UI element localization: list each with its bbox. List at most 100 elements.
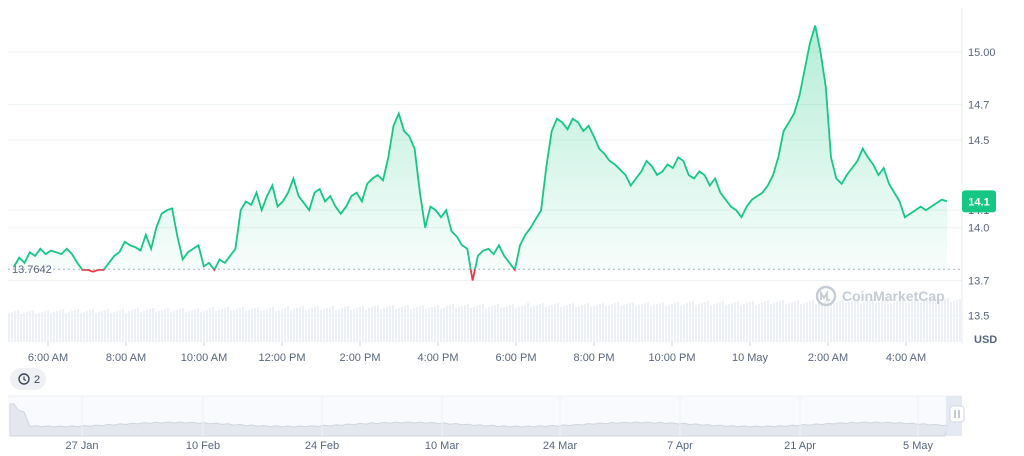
volume-bar bbox=[257, 307, 259, 342]
volume-bar bbox=[311, 308, 313, 342]
volume-bar bbox=[98, 312, 100, 342]
volume-bar bbox=[494, 305, 496, 342]
navigator-handle[interactable] bbox=[949, 405, 965, 423]
volume-bar bbox=[599, 304, 601, 342]
volume-bar bbox=[776, 302, 778, 342]
volume-bar bbox=[671, 304, 673, 342]
volume-bar bbox=[200, 312, 202, 342]
volume-bar bbox=[188, 311, 190, 342]
volume-bar bbox=[503, 307, 505, 342]
volume-bar bbox=[731, 303, 733, 342]
volume-bar bbox=[710, 305, 712, 342]
range-navigator[interactable]: 27 Jan 10 Feb 24 Feb 10 Mar 24 Mar 7 Apr 21 Ap… bbox=[8, 395, 965, 452]
volume-bar bbox=[623, 305, 625, 342]
volume-bars bbox=[8, 298, 961, 342]
volume-bar bbox=[926, 300, 928, 342]
volume-bar bbox=[353, 309, 355, 342]
volume-bar bbox=[734, 302, 736, 342]
volume-bar bbox=[254, 308, 256, 342]
watermark: CoinMarketCap bbox=[815, 285, 945, 307]
volume-bar bbox=[287, 306, 289, 342]
volume-bar bbox=[107, 309, 109, 342]
volume-bar bbox=[275, 311, 277, 342]
volume-bar bbox=[134, 309, 136, 342]
volume-bar bbox=[326, 308, 328, 342]
navigator-tick-label: 27 Jan bbox=[65, 440, 98, 452]
volume-bar bbox=[320, 310, 322, 342]
volume-bar bbox=[488, 307, 490, 342]
price-area bbox=[14, 25, 947, 281]
volume-bar bbox=[833, 303, 835, 342]
volume-bar bbox=[122, 309, 124, 342]
volume-bar bbox=[578, 306, 580, 342]
volume-bar bbox=[482, 304, 484, 342]
volume-bar bbox=[953, 301, 955, 342]
volume-bar bbox=[32, 310, 34, 342]
price-line bbox=[13, 25, 948, 270]
volume-bar bbox=[95, 313, 97, 342]
volume-bar bbox=[614, 303, 616, 342]
volume-bar bbox=[887, 299, 889, 342]
volume-bar bbox=[515, 308, 517, 342]
volume-bar bbox=[428, 308, 430, 342]
volume-bar bbox=[944, 299, 946, 342]
volume-bar bbox=[116, 311, 118, 342]
volume-bar bbox=[824, 301, 826, 342]
volume-bar bbox=[842, 300, 844, 342]
volume-bar bbox=[569, 304, 571, 342]
volume-bar bbox=[125, 313, 127, 342]
volume-bar bbox=[455, 308, 457, 342]
volume-bar bbox=[905, 303, 907, 342]
volume-bar bbox=[11, 312, 13, 342]
volume-bar bbox=[794, 301, 796, 342]
volume-bar bbox=[149, 309, 151, 342]
navigator-tick-label: 5 May bbox=[903, 440, 933, 452]
volume-bar bbox=[878, 302, 880, 342]
volume-bar bbox=[68, 312, 70, 342]
y-tick-label: 13.5 bbox=[968, 311, 989, 323]
volume-bar bbox=[317, 306, 319, 342]
history-count: 2 bbox=[34, 374, 40, 386]
volume-bar bbox=[536, 305, 538, 342]
volume-bar bbox=[608, 305, 610, 342]
volume-bar bbox=[548, 306, 550, 342]
volume-bar bbox=[629, 303, 631, 342]
volume-bar bbox=[227, 307, 229, 342]
volume-bar bbox=[836, 302, 838, 342]
volume-bar bbox=[293, 309, 295, 342]
volume-bar bbox=[164, 309, 166, 342]
volume-bar bbox=[722, 301, 724, 342]
volume-bar bbox=[356, 308, 358, 342]
navigator-tick-label: 24 Mar bbox=[543, 440, 578, 452]
volume-bar bbox=[935, 302, 937, 342]
volume-bar bbox=[665, 306, 667, 342]
volume-bar bbox=[329, 307, 331, 342]
volume-bar bbox=[41, 312, 43, 342]
volume-bar bbox=[866, 301, 868, 342]
volume-bar bbox=[263, 310, 265, 342]
navigator-axis: 27 Jan 10 Feb 24 Feb 10 Mar 24 Mar 7 Apr 21 Ap… bbox=[65, 440, 933, 452]
volume-bar bbox=[809, 301, 811, 342]
x-tick-label: 10:00 AM bbox=[181, 352, 227, 364]
coinmarketcap-logo-icon bbox=[815, 285, 837, 307]
volume-bar bbox=[938, 301, 940, 342]
volume-bar bbox=[770, 304, 772, 342]
volume-bar bbox=[740, 305, 742, 342]
volume-bar bbox=[347, 306, 349, 342]
volume-bar bbox=[863, 302, 865, 342]
volume-bar bbox=[422, 305, 424, 342]
volume-bar bbox=[74, 310, 76, 342]
volume-bar bbox=[449, 305, 451, 342]
history-button[interactable]: 2 bbox=[10, 368, 46, 390]
y-tick-label: 15.00 bbox=[968, 47, 996, 59]
volume-bar bbox=[545, 307, 547, 342]
x-tick-label: 10 May bbox=[732, 352, 769, 364]
volume-bar bbox=[644, 303, 646, 342]
volume-bar bbox=[308, 309, 310, 342]
volume-bar bbox=[476, 306, 478, 342]
volume-bar bbox=[305, 310, 307, 342]
volume-bar bbox=[950, 302, 952, 342]
volume-bar bbox=[269, 308, 271, 342]
volume-bar bbox=[929, 299, 931, 342]
volume-bar bbox=[44, 311, 46, 342]
